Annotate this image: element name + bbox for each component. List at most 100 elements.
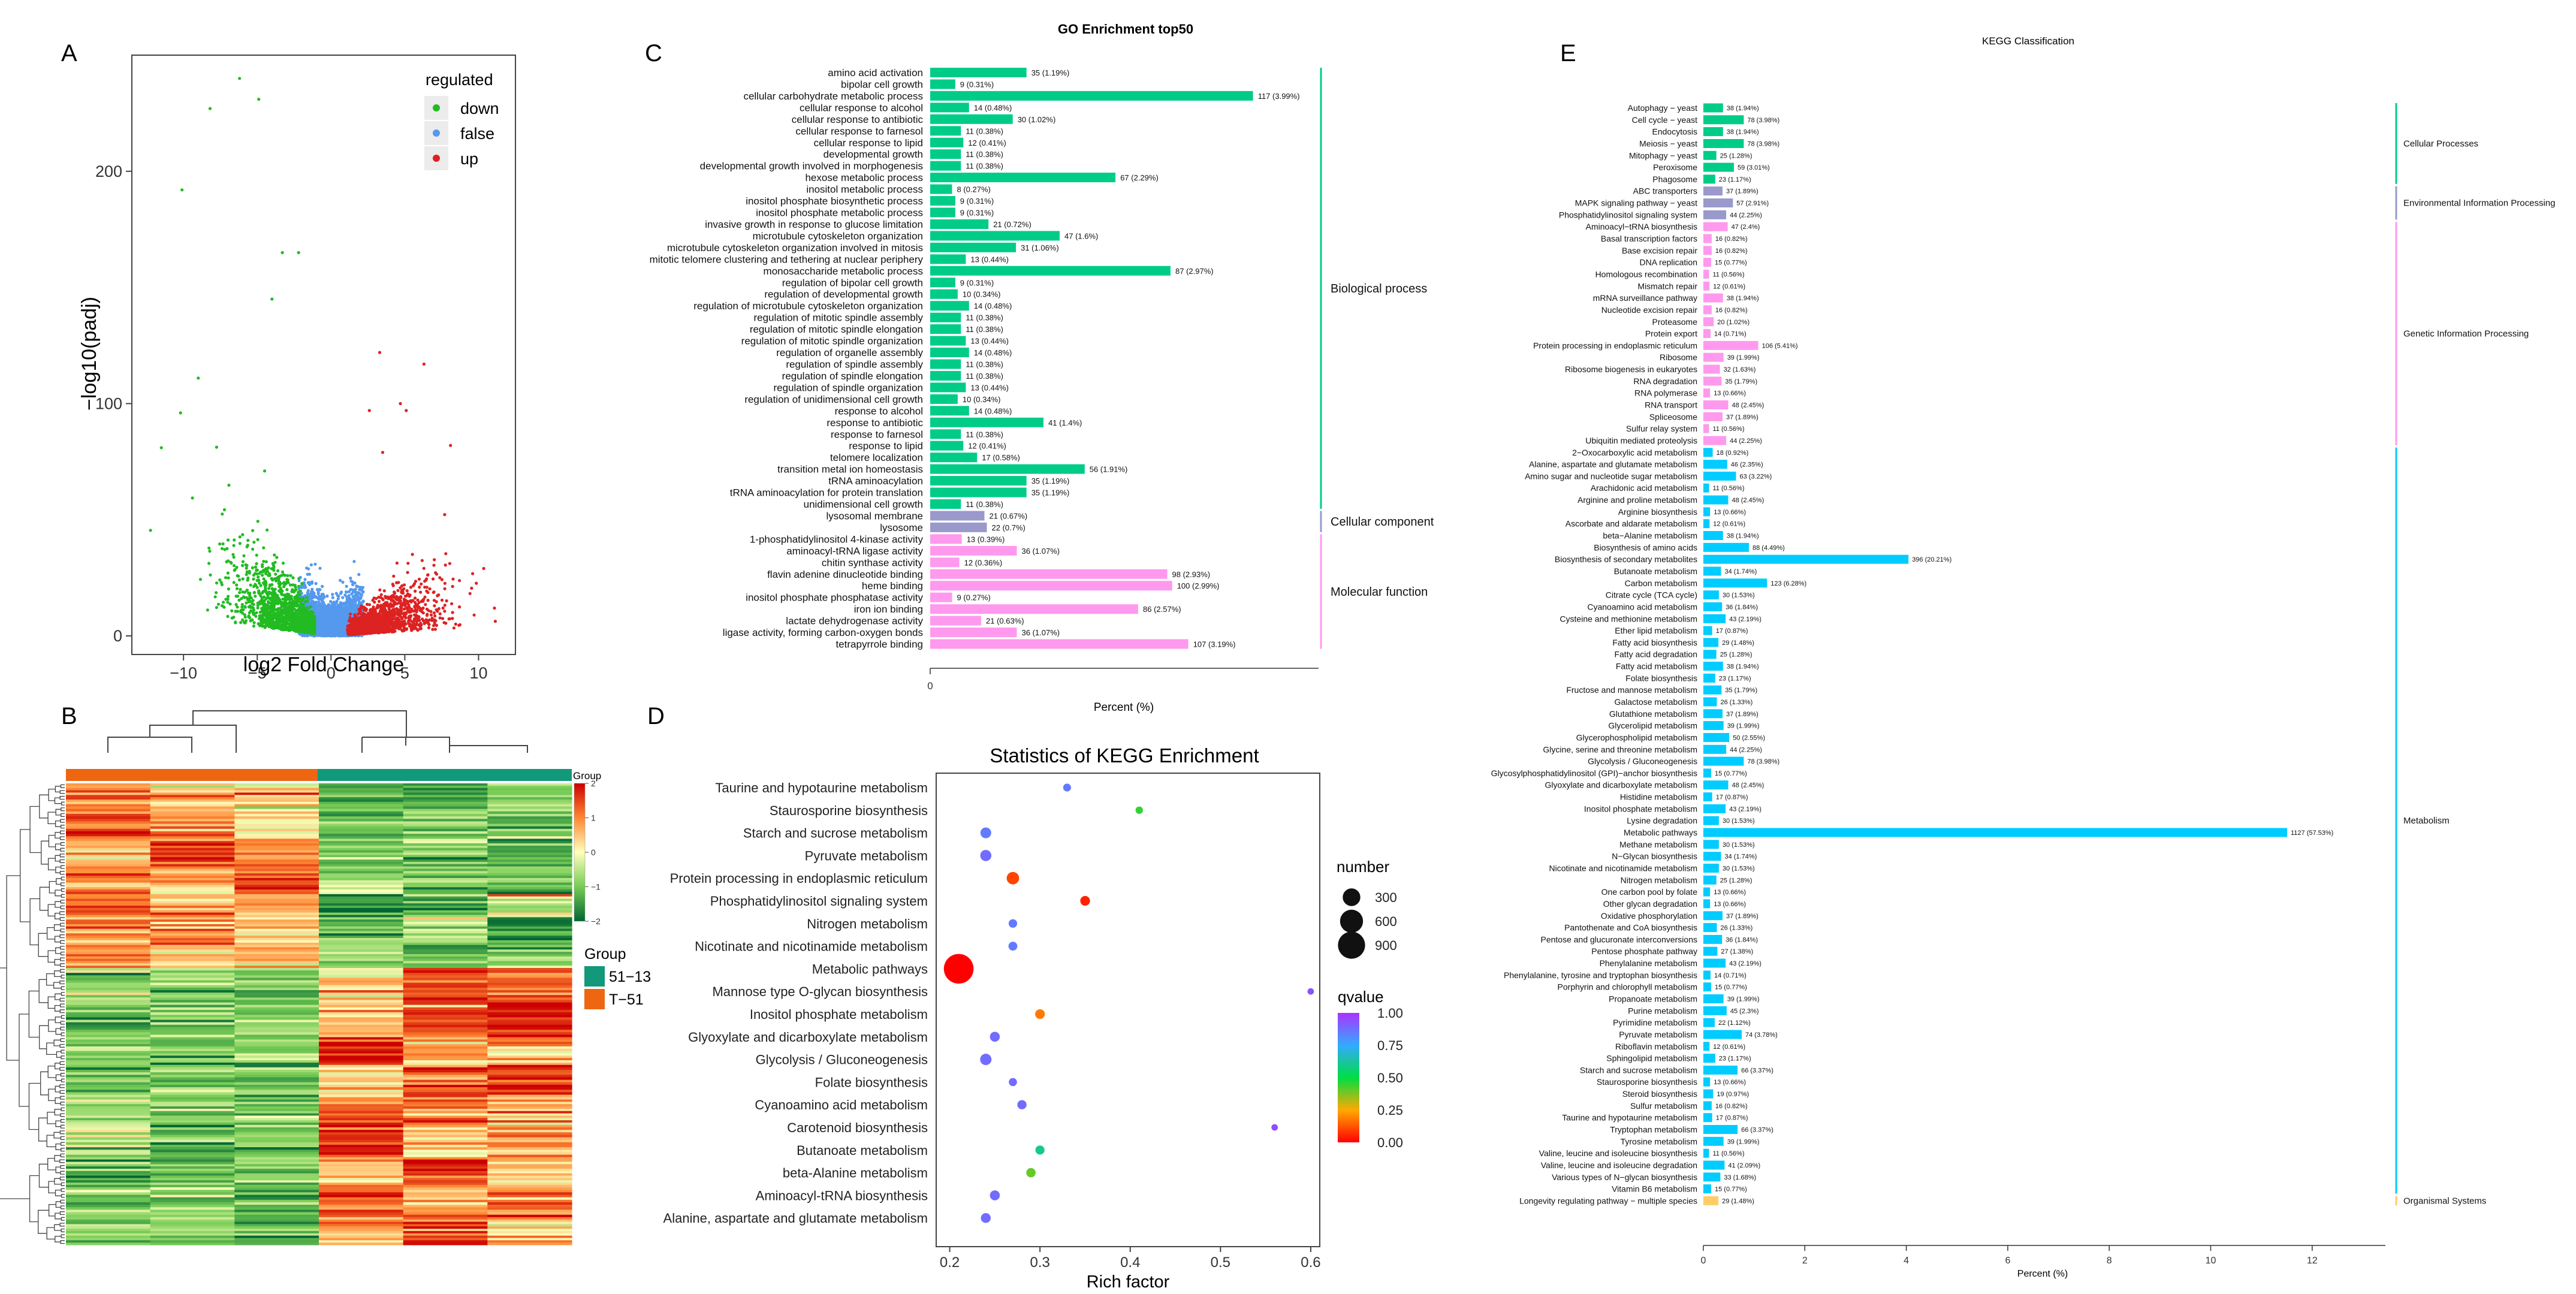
volcano-point: [344, 616, 348, 619]
volcano-point: [277, 585, 281, 589]
volcano-point: [432, 563, 436, 567]
volcano-point: [272, 568, 276, 572]
volcano-point: [245, 545, 249, 548]
volcano-point: [328, 605, 331, 608]
volcano-point: [276, 593, 279, 597]
volcano-point: [251, 566, 254, 570]
volcano-point: [472, 613, 476, 617]
volcano-point: [256, 538, 260, 542]
volcano-point: [351, 583, 355, 587]
volcano-point: [376, 606, 379, 610]
volcano-point: [292, 604, 295, 608]
volcano-point: [232, 581, 236, 584]
volcano-point: [328, 622, 332, 626]
volcano-point: [281, 625, 285, 629]
volcano-point: [319, 629, 322, 633]
volcano-point: [424, 603, 427, 607]
volcano-point: [263, 611, 266, 615]
volcano-point: [247, 615, 251, 619]
volcano-point: [303, 634, 307, 638]
volcano-point: [317, 613, 321, 616]
volcano-point: [297, 599, 300, 603]
volcano-point: [284, 628, 288, 631]
volcano-point: [286, 610, 290, 613]
volcano-point: [408, 593, 412, 597]
volcano-point: [255, 586, 259, 589]
volcano-point: [306, 606, 309, 610]
volcano-point: [227, 483, 231, 487]
volcano-point: [238, 591, 242, 595]
volcano-point: [350, 598, 354, 602]
volcano-point: [297, 577, 301, 580]
volcano-point: [310, 622, 313, 626]
volcano-point: [280, 593, 283, 596]
volcano-point: [300, 584, 304, 589]
volcano-point: [262, 577, 266, 581]
volcano-point: [297, 618, 300, 622]
volcano-point: [238, 578, 242, 582]
volcano-point: [435, 600, 438, 604]
volcano-point: [286, 605, 290, 608]
volcano-point: [423, 586, 427, 589]
volcano-point: [451, 611, 454, 614]
volcano-point: [270, 587, 274, 590]
volcano-point: [215, 591, 218, 595]
volcano-point: [294, 586, 297, 589]
volcano-point: [255, 611, 258, 614]
volcano-point: [343, 608, 347, 611]
volcano-point: [340, 629, 344, 633]
volcano-point: [274, 572, 277, 576]
volcano-point: [361, 590, 365, 594]
volcano-point: [252, 574, 255, 577]
volcano-point: [292, 627, 296, 631]
volcano-point: [325, 594, 329, 598]
volcano-point: [297, 584, 301, 588]
volcano-point: [340, 623, 344, 626]
volcano-point: [303, 612, 307, 616]
volcano-point: [450, 602, 454, 605]
volcano-point: [245, 570, 249, 574]
volcano-point: [255, 569, 258, 572]
volcano-point: [254, 565, 257, 569]
volcano-point: [321, 619, 324, 622]
volcano-point: [246, 539, 250, 542]
volcano-point: [493, 607, 496, 610]
volcano-point: [297, 590, 300, 594]
volcano-point: [309, 628, 313, 631]
volcano-point: [276, 599, 280, 604]
volcano-point: [251, 599, 255, 602]
volcano-point: [281, 562, 285, 565]
volcano-point: [448, 562, 452, 565]
volcano-point: [256, 520, 260, 523]
volcano-point: [254, 595, 257, 598]
volcano-point: [267, 591, 271, 595]
volcano-point: [316, 619, 319, 623]
volcano-point: [264, 560, 268, 563]
volcano-point: [255, 578, 259, 583]
volcano-point: [392, 574, 396, 578]
volcano-point: [218, 578, 222, 582]
volcano-point: [348, 601, 351, 604]
volcano-point: [252, 625, 255, 628]
volcano-point: [264, 585, 267, 589]
volcano-point: [352, 601, 356, 604]
volcano-point: [272, 563, 275, 567]
volcano-point: [343, 601, 346, 605]
volcano-point: [261, 590, 265, 593]
volcano-point: [191, 496, 194, 500]
volcano-point: [222, 601, 225, 604]
volcano-point: [337, 608, 341, 612]
volcano-point: [267, 587, 271, 590]
volcano-point: [243, 596, 246, 599]
volcano-point: [252, 613, 255, 616]
volcano-point: [409, 586, 413, 589]
volcano-point: [333, 616, 336, 620]
volcano-point: [257, 622, 260, 626]
volcano-point: [315, 605, 319, 608]
volcano-point: [324, 631, 328, 634]
volcano-point: [266, 528, 269, 532]
volcano-point: [209, 573, 212, 577]
volcano-point: [346, 608, 349, 612]
